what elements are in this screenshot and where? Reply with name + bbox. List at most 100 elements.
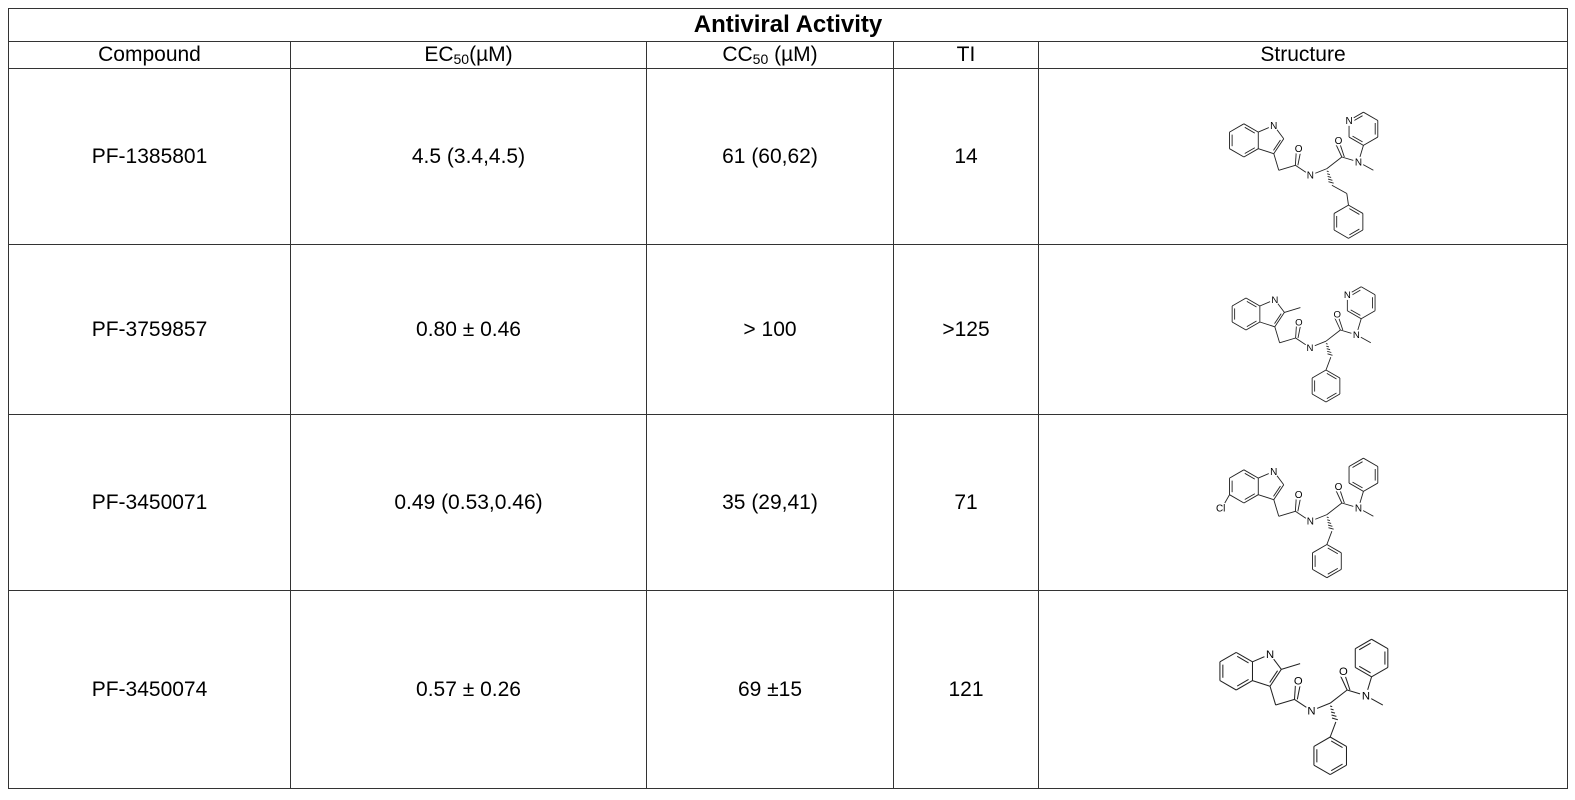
- double-bond: [1246, 300, 1257, 307]
- wedge-hash: [1326, 345, 1330, 347]
- double-bond: [1358, 642, 1371, 650]
- double-bond: [1236, 678, 1249, 686]
- bond: [1278, 510, 1296, 517]
- atom-background: [1333, 480, 1344, 492]
- bond: [1231, 321, 1247, 330]
- bond: [1295, 325, 1297, 338]
- atom-background: [1304, 169, 1316, 181]
- wedge-hash: [1330, 707, 1334, 710]
- bond: [1273, 483, 1285, 500]
- bond: [1333, 204, 1349, 214]
- bond: [1229, 493, 1245, 503]
- bond: [1273, 153, 1280, 170]
- bond: [1338, 317, 1344, 330]
- wedge-hash: [1326, 347, 1331, 350]
- wedge-hash: [1325, 342, 1328, 345]
- wedge-hash: [1331, 716, 1338, 720]
- atom-label: N: [1307, 170, 1314, 181]
- atom-background: [1351, 329, 1362, 340]
- bond: [1235, 651, 1253, 662]
- atom-label: N: [1270, 120, 1277, 131]
- cell-compound: PF-3450074: [8, 590, 291, 789]
- wedge-hash: [1330, 710, 1336, 714]
- activity-table: Antiviral Activity Compound EC50(µM) CC50 …: [7, 8, 1569, 789]
- double-bond: [1352, 460, 1363, 468]
- double-bond: [1327, 547, 1339, 554]
- bond: [1360, 309, 1376, 319]
- column-header: Compound: [8, 41, 291, 69]
- double-bond: [1327, 567, 1339, 575]
- atom-label: N: [1266, 649, 1274, 661]
- atom-label: N: [1355, 157, 1362, 168]
- atom-background: [1305, 704, 1318, 717]
- double-bond: [1246, 320, 1257, 327]
- atom-label: O: [1339, 666, 1348, 678]
- atom-background: [1337, 664, 1350, 677]
- structure: N Cl O N O N: [1215, 457, 1379, 578]
- double-bond: [1244, 492, 1256, 500]
- bond: [1278, 164, 1296, 171]
- bond: [1329, 764, 1347, 775]
- bond: [1348, 204, 1364, 214]
- atom-background: [1269, 293, 1280, 305]
- bond: [1235, 679, 1253, 690]
- bond: [1229, 468, 1245, 478]
- double-bond: [1273, 139, 1281, 151]
- bond: [1325, 369, 1341, 378]
- cell-cc50: 69 ±15: [646, 590, 894, 789]
- atom-background: [1268, 119, 1280, 131]
- double-bond: [1269, 669, 1279, 683]
- bond: [1252, 679, 1271, 687]
- cell-ec50: 0.80 ± 0.46: [290, 244, 647, 415]
- bond: [1339, 143, 1345, 157]
- bond: [1279, 337, 1296, 343]
- atom-label: N: [1345, 115, 1352, 126]
- bond: [1231, 297, 1247, 306]
- double-bond: [1244, 126, 1256, 133]
- bond: [1219, 679, 1237, 690]
- header-subscript: 50: [453, 51, 470, 67]
- double-bond: [1236, 655, 1249, 663]
- bond: [1258, 147, 1274, 154]
- bond: [1312, 543, 1328, 553]
- cell-ec50: 0.57 ± 0.26: [290, 590, 647, 789]
- bond: [1335, 143, 1343, 157]
- bond: [1371, 666, 1389, 677]
- atom-background: [1268, 465, 1280, 477]
- bond: [1344, 675, 1351, 690]
- wedge-hash: [1326, 516, 1329, 518]
- atom-label: N: [1307, 705, 1315, 717]
- double-bond: [1273, 485, 1281, 497]
- column-header: Structure: [1037, 41, 1569, 69]
- bond: [1348, 482, 1364, 492]
- double-bond: [1330, 763, 1343, 771]
- wedge-hash: [1327, 172, 1331, 175]
- bond: [1326, 568, 1342, 578]
- atom-background: [1304, 341, 1316, 353]
- wedge-hash: [1329, 704, 1333, 707]
- bond: [1311, 393, 1327, 402]
- cell-ti: 71: [893, 414, 1039, 591]
- bond: [1363, 457, 1379, 467]
- atom-label: N: [1362, 690, 1370, 702]
- bond: [1274, 326, 1281, 343]
- table-body: PF-1385801 4.5 (3.4,4.5) 61 (60,62) 14 N O N O N…: [8, 68, 1569, 789]
- table-title: Antiviral Activity: [7, 8, 1569, 42]
- bond: [1326, 530, 1333, 545]
- bond: [1311, 369, 1327, 378]
- double-bond: [1352, 135, 1363, 142]
- bond: [1269, 668, 1282, 687]
- table-row: PF-3759857 0.80 ± 0.46 > 100 >125 N O N O N N: [8, 244, 1569, 415]
- bond: [1326, 543, 1342, 553]
- bond: [1325, 329, 1341, 342]
- bond: [1325, 393, 1341, 402]
- bond: [1313, 736, 1331, 747]
- molecule: N Cl O N O N: [1215, 457, 1379, 578]
- cell-ec50: 0.49 (0.53,0.46): [290, 414, 647, 591]
- wedge-hash: [1327, 178, 1333, 181]
- double-bond: [1358, 665, 1371, 673]
- cell-cc50: 61 (60,62): [646, 68, 894, 245]
- atom-label: O: [1295, 317, 1302, 328]
